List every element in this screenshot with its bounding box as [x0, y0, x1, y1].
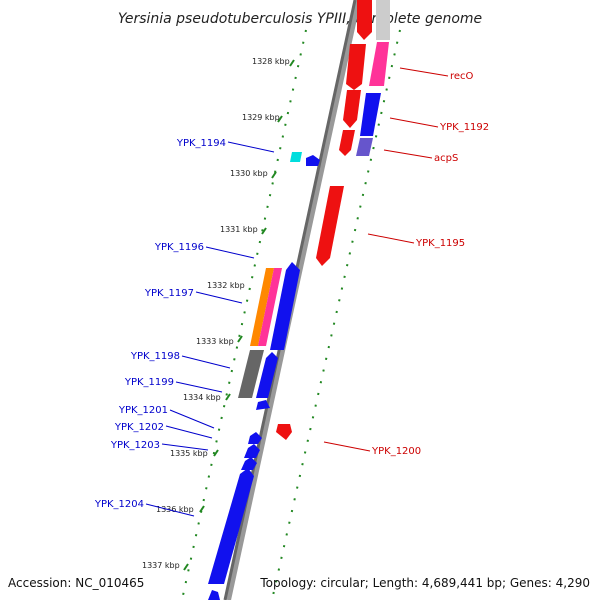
- tick-mark: [289, 59, 295, 67]
- gene-label-recO[interactable]: recO: [450, 71, 474, 82]
- gene-label-YPK_1201[interactable]: YPK_1201: [118, 405, 168, 416]
- map-title: Yersinia pseudotuberculosis YPIII, compl…: [118, 11, 482, 27]
- leader-line: [323, 441, 371, 452]
- leader-line: [161, 443, 209, 451]
- scale-label: 1335 kbp: [170, 449, 208, 458]
- gene-block-top-grey: [376, 0, 390, 40]
- gene-block-YPK_1192: [360, 93, 381, 136]
- scale-label: 1333 kbp: [196, 337, 234, 346]
- gene-block-YPK_1201: [256, 400, 270, 410]
- tick-mark: [277, 115, 283, 123]
- gene-arrow-small: [306, 155, 320, 166]
- leader-line: [145, 503, 195, 517]
- leader-line: [383, 149, 433, 159]
- gene-block-YPK_1202: [248, 432, 262, 444]
- leader-line: [195, 291, 243, 304]
- tick-mark: [261, 227, 267, 235]
- gene-block-YPK_1199: [256, 352, 278, 398]
- forward-leaders: [145, 141, 275, 517]
- gene-label-acpS[interactable]: acpS: [434, 153, 458, 164]
- gene-block-recO-pink: [369, 42, 389, 86]
- leader-line: [389, 117, 439, 128]
- tick-mark: [199, 505, 205, 513]
- gene-block-YPK_1194: [290, 152, 302, 162]
- scale-label: 1334 kbp: [183, 393, 221, 402]
- gene-block-bottom: [208, 590, 220, 600]
- gene-block-top-red: [357, 0, 372, 40]
- gene-block-YPK_1198: [238, 350, 264, 398]
- tick-mark: [237, 335, 243, 343]
- scale-label: 1329 kbp: [242, 113, 280, 122]
- gene-label-YPK_1200[interactable]: YPK_1200: [371, 446, 421, 457]
- scale-label: 1336 kbp: [156, 505, 194, 514]
- accession-text: Accession: NC_010465: [8, 576, 144, 590]
- forward-dotted-track: [181, 29, 307, 600]
- gene-block-YPK_1195: [316, 186, 344, 266]
- gene-label-YPK_1198[interactable]: YPK_1198: [130, 351, 180, 362]
- scale-label: 1337 kbp: [142, 561, 180, 570]
- gene-label-YPK_1197[interactable]: YPK_1197: [144, 288, 194, 299]
- gene-label-YPK_1204[interactable]: YPK_1204: [94, 499, 144, 510]
- gene-label-YPK_1203[interactable]: YPK_1203: [110, 440, 160, 451]
- tick-mark: [213, 449, 219, 457]
- gene-block-YPK_1196: [250, 268, 274, 346]
- scale-label: 1331 kbp: [220, 225, 258, 234]
- gene-block-blue-1: [270, 262, 300, 350]
- leader-line: [165, 425, 213, 439]
- gene-label-YPK_1202[interactable]: YPK_1202: [114, 422, 164, 433]
- reverse-dotted-track: [271, 29, 401, 600]
- scale-ticks: [183, 59, 295, 571]
- gene-block-acpS: [356, 138, 373, 156]
- gene-block-red-2: [343, 90, 361, 128]
- leader-line: [227, 141, 275, 153]
- gene-label-YPK_1192[interactable]: YPK_1192: [439, 122, 489, 133]
- gene-label-YPK_1196[interactable]: YPK_1196: [154, 242, 204, 253]
- leader-line: [181, 355, 231, 369]
- gene-block-red-1: [346, 44, 366, 90]
- tick-mark: [183, 563, 189, 571]
- gene-block-YPK_1204: [208, 468, 254, 584]
- gene-block-YPK_1197: [258, 268, 282, 346]
- gene-block-YPK_1200: [276, 424, 292, 440]
- gene-block-YPK_1203b: [241, 457, 257, 470]
- scale-label: 1330 kbp: [230, 169, 268, 178]
- scale-label: 1328 kbp: [252, 57, 290, 66]
- gene-label-YPK_1195[interactable]: YPK_1195: [415, 238, 465, 249]
- gene-block-red-3: [339, 130, 355, 156]
- gene-block-YPK_1203a: [244, 444, 260, 458]
- reverse-leaders: [323, 67, 449, 452]
- leader-line: [205, 246, 255, 259]
- gene-label-YPK_1199[interactable]: YPK_1199: [124, 377, 174, 388]
- leader-line: [399, 67, 449, 77]
- scale-label: 1332 kbp: [207, 281, 245, 290]
- tick-mark: [225, 393, 231, 401]
- gene-label-YPK_1194[interactable]: YPK_1194: [176, 138, 226, 149]
- leader-line: [169, 409, 215, 429]
- leader-line: [175, 381, 223, 393]
- tick-mark: [271, 171, 277, 179]
- leader-line: [367, 233, 415, 244]
- topology-text: Topology: circular; Length: 4,689,441 bp…: [259, 576, 590, 590]
